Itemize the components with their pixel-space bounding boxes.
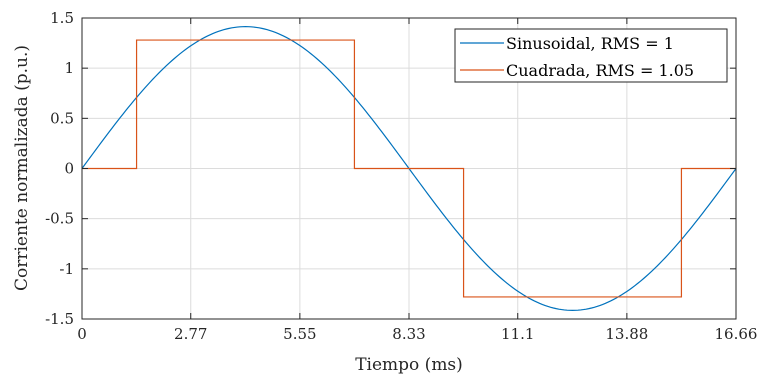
legend-label-sinusoidal: Sinusoidal, RMS = 1 [506, 34, 674, 53]
x-tick-label: 2.77 [174, 325, 207, 343]
x-tick-label: 0 [77, 325, 87, 343]
x-tick-label: 13.88 [605, 325, 648, 343]
legend-label-cuadrada: Cuadrada, RMS = 1.05 [506, 61, 694, 80]
y-tick-label: 0.5 [50, 109, 74, 127]
legend-box [454, 28, 728, 83]
x-axis-label: Tiempo (ms) [355, 355, 463, 375]
y-tick-label: -1 [59, 260, 74, 278]
tick-labels: 0 2.77 5.55 8.33 11.1 13.88 16.66 1.5 1 0.5 0 -0.5 -… [45, 9, 757, 343]
series-group [81, 26, 737, 311]
x-tick-label: 8.33 [392, 325, 425, 343]
y-tick-label: 1 [64, 59, 74, 77]
y-tick-label: -1.5 [45, 310, 74, 328]
y-axis-label: Corriente normalizada (p.u.) [12, 45, 32, 291]
legend: Sinusoidal, RMS = 1 Cuadrada, RMS = 1.05 [454, 28, 728, 83]
ticks [81, 17, 737, 320]
y-tick-label: 0 [64, 160, 74, 178]
y-tick-label: -0.5 [45, 210, 74, 228]
x-tick-label: 11.1 [501, 325, 534, 343]
x-tick-label: 5.55 [283, 325, 316, 343]
x-tick-label: 16.66 [715, 325, 758, 343]
y-tick-label: 1.5 [50, 9, 74, 27]
series-line-cuadrada [82, 39, 736, 298]
